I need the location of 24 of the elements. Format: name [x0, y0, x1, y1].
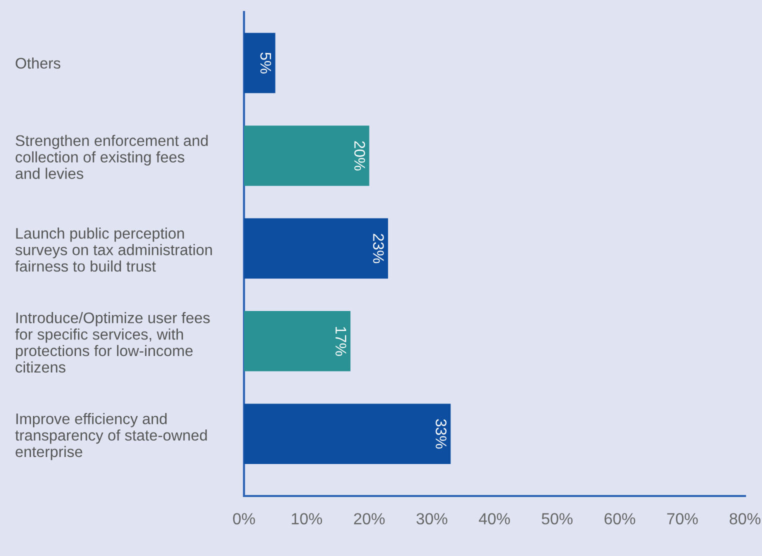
x-tick-label: 30%: [416, 513, 448, 524]
x-tick-label: 60%: [604, 513, 636, 524]
y-tick-label: Strengthen enforcement and collection of existing fees and levies: [16, 134, 208, 179]
y-tick-label: Improve efficiency and transparency of state-owned enterprise: [15, 412, 207, 460]
x-tick-label: 70%: [667, 513, 698, 524]
bar: [244, 404, 451, 464]
y-tick-label: Launch public perception surveys on tax administration fairness to build trust: [15, 228, 212, 272]
data-label: 5%: [260, 52, 272, 74]
x-tick-label: 20%: [354, 513, 385, 524]
y-tick-label: Others: [16, 57, 60, 69]
bar: [244, 311, 350, 372]
x-tick-label: 50%: [542, 513, 573, 524]
data-label: 23%: [373, 234, 384, 264]
x-tick-label: 80%: [730, 513, 760, 524]
bar: [244, 32, 276, 94]
x-tick-label: 40%: [478, 513, 510, 524]
data-label: 17%: [336, 327, 346, 356]
bar: [244, 218, 388, 279]
x-tick-label: 10%: [292, 513, 322, 524]
y-tick-label: Introduce/Optimize user fees for specific services, with protections for low-income citizens: [15, 312, 210, 373]
data-label: 33%: [436, 419, 446, 449]
x-tick-label: 0%: [233, 513, 255, 524]
data-label: 20%: [354, 141, 366, 170]
bar: [244, 126, 370, 186]
